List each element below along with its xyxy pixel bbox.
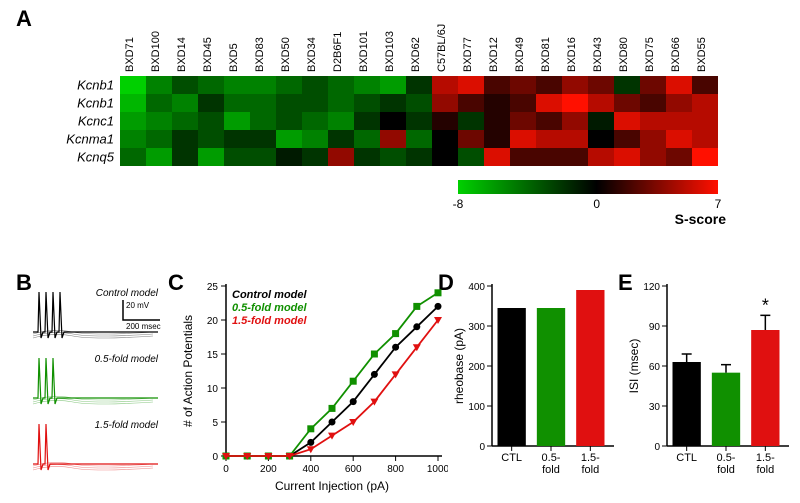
svg-text:60: 60: [649, 362, 661, 373]
svg-text:Kcnq5: Kcnq5: [77, 150, 115, 165]
svg-text:S-score: S-score: [675, 211, 727, 227]
trace-panel: Control model 0.5-fold model 1.5-fold mode…: [28, 278, 173, 503]
svg-text:0.5-: 0.5-: [717, 452, 736, 464]
svg-text:0: 0: [223, 464, 229, 475]
svg-text:ISI (msec): ISI (msec): [627, 339, 641, 394]
svg-text:0.5-fold model: 0.5-fold model: [232, 302, 308, 314]
svg-text:Kcnc1: Kcnc1: [78, 114, 114, 129]
svg-text:BXD16: BXD16: [566, 37, 578, 72]
svg-text:200: 200: [260, 464, 277, 475]
svg-text:BXD49: BXD49: [514, 37, 526, 72]
svg-text:CTL: CTL: [676, 452, 697, 464]
svg-text:BXD77: BXD77: [462, 37, 474, 72]
svg-text:BXD43: BXD43: [592, 37, 604, 72]
svg-text:20: 20: [207, 316, 219, 327]
svg-text:Control model: Control model: [232, 289, 307, 301]
svg-text:D2B6F1: D2B6F1: [332, 32, 344, 72]
svg-text:1.5-fold model: 1.5-fold model: [95, 420, 159, 431]
svg-text:Control model: Control model: [96, 288, 159, 299]
svg-text:200: 200: [468, 362, 485, 373]
svg-text:BXD101: BXD101: [358, 31, 370, 72]
svg-text:BXD103: BXD103: [384, 31, 396, 72]
svg-text:0: 0: [212, 452, 218, 463]
svg-text:30: 30: [649, 402, 661, 413]
svg-text:300: 300: [468, 322, 485, 333]
svg-text:1.5-: 1.5-: [756, 452, 775, 464]
svg-text:800: 800: [387, 464, 404, 475]
svg-text:BXD45: BXD45: [202, 37, 214, 72]
svg-text:BXD80: BXD80: [618, 37, 630, 72]
svg-text:BXD55: BXD55: [696, 37, 708, 72]
svg-text:-8: -8: [453, 197, 464, 211]
svg-text:BXD81: BXD81: [540, 37, 552, 72]
svg-text:0: 0: [593, 197, 600, 211]
svg-text:15: 15: [207, 350, 219, 361]
svg-text:fold: fold: [542, 464, 560, 476]
bar-chart-isi: 0306090120ISI (msec)CTL0.5-fold*1.5-fold: [625, 278, 800, 503]
svg-text:Current Injection (pA): Current Injection (pA): [275, 479, 389, 493]
svg-text:0: 0: [654, 442, 660, 453]
svg-text:0.5-fold model: 0.5-fold model: [95, 354, 159, 365]
svg-text:600: 600: [345, 464, 362, 475]
svg-text:100: 100: [468, 402, 485, 413]
svg-text:0.5-: 0.5-: [542, 452, 561, 464]
svg-text:Kcnma1: Kcnma1: [66, 132, 114, 147]
svg-text:C57BL/6J: C57BL/6J: [436, 24, 448, 72]
svg-text:BXD83: BXD83: [254, 37, 266, 72]
svg-text:BXD14: BXD14: [176, 37, 188, 72]
svg-text:fold: fold: [717, 464, 735, 476]
svg-text:1.5-: 1.5-: [581, 452, 600, 464]
svg-text:Kcnb1: Kcnb1: [77, 78, 114, 93]
heatmap: BXD71 BXD100 BXD14 BXD45 BXD5 BXD83 BXD50 BXD34…: [30, 8, 790, 268]
bar-chart-rheobase: 0100200300400rheobase (pA)CTL0.5-fold1.5…: [450, 278, 625, 503]
svg-text:*: *: [762, 295, 769, 315]
svg-text:fold: fold: [756, 464, 774, 476]
svg-text:rheobase (pA): rheobase (pA): [452, 328, 466, 404]
svg-text:BXD66: BXD66: [670, 37, 682, 72]
svg-text:90: 90: [649, 322, 661, 333]
svg-text:# of Action Potentials: # of Action Potentials: [181, 315, 195, 427]
line-chart: 0 200 400 600 800 1000 0 5 10 15 20 25 Current Injec…: [178, 278, 448, 503]
svg-text:1.5-fold model: 1.5-fold model: [232, 315, 308, 327]
svg-text:BXD12: BXD12: [488, 37, 500, 72]
svg-text:10: 10: [207, 384, 219, 395]
svg-text:BXD71: BXD71: [124, 37, 136, 72]
svg-text:120: 120: [643, 282, 660, 293]
svg-text:BXD50: BXD50: [280, 37, 292, 72]
svg-text:0: 0: [479, 442, 485, 453]
svg-text:7: 7: [715, 197, 722, 211]
svg-text:20 mV: 20 mV: [126, 301, 150, 310]
svg-text:BXD100: BXD100: [150, 31, 162, 72]
svg-text:200 msec: 200 msec: [126, 322, 161, 331]
svg-text:BXD75: BXD75: [644, 37, 656, 72]
svg-text:400: 400: [468, 282, 485, 293]
svg-text:5: 5: [212, 418, 218, 429]
svg-text:BXD62: BXD62: [410, 37, 422, 72]
svg-text:fold: fold: [581, 464, 599, 476]
svg-text:BXD34: BXD34: [306, 37, 318, 72]
svg-text:25: 25: [207, 282, 219, 293]
svg-text:Kcnb1: Kcnb1: [77, 96, 114, 111]
svg-text:400: 400: [302, 464, 319, 475]
svg-text:BXD5: BXD5: [228, 43, 240, 72]
svg-text:1000: 1000: [427, 464, 448, 475]
svg-text:CTL: CTL: [501, 452, 522, 464]
